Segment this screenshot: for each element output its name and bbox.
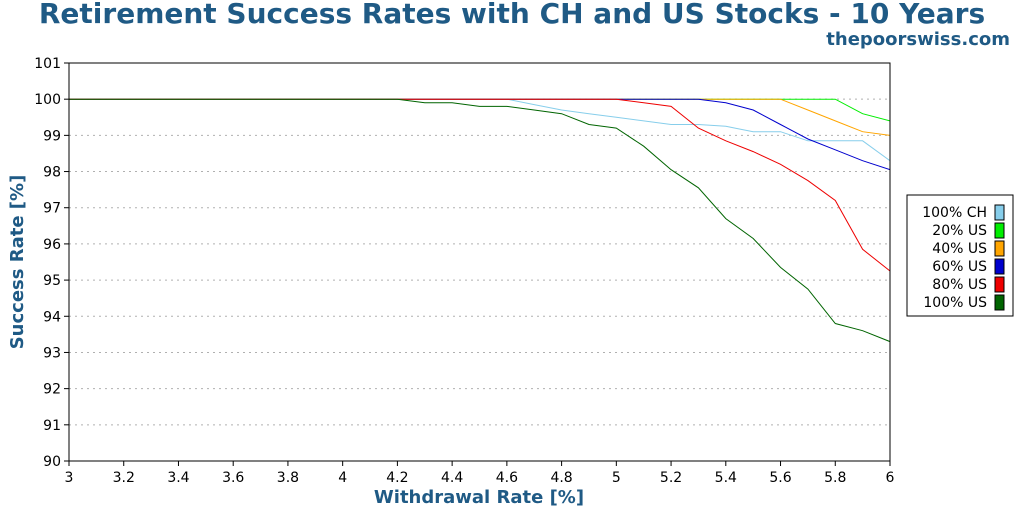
series-line-100-us: [69, 98, 891, 343]
y-tick-label: 98: [43, 165, 61, 181]
legend-label: 40% US: [932, 241, 987, 257]
x-tick-label: 4.2: [386, 470, 408, 486]
y-tick-label: 96: [43, 237, 61, 253]
legend-label: 20% US: [932, 223, 987, 239]
legend-label: 100% CH: [922, 205, 987, 221]
x-tick-label: 3.2: [113, 470, 135, 486]
legend-swatch: [994, 276, 1005, 293]
x-tick-label: 5.6: [769, 470, 791, 486]
y-tick-label: 97: [43, 201, 61, 217]
x-tick-label: 6: [886, 470, 895, 486]
y-tick-label: 90: [43, 454, 61, 470]
legend-swatch: [994, 240, 1005, 257]
legend-swatch: [994, 258, 1005, 275]
series-line-100-ch: [69, 98, 891, 162]
y-tick-label: 91: [43, 418, 61, 434]
y-tick-label: 93: [43, 345, 61, 361]
grid-layer: [69, 98, 890, 426]
y-tick-label: 94: [43, 309, 61, 325]
x-axis: 3 3.2 3.4 3.6 3.8 4 4.2 4.4 4.6 4.8 5 5.2 5.4 5.6 5.8 6: [65, 461, 895, 486]
x-tick-label: 4.4: [441, 470, 463, 486]
x-tick-label: 3.6: [222, 470, 244, 486]
y-tick-label: 92: [43, 382, 61, 398]
plot-frame: [68, 62, 891, 462]
legend-items: 100% CH 20% US 40% US 60% US 80% US 100% US: [922, 204, 1005, 311]
x-tick-label: 3.8: [277, 470, 299, 486]
series-line-80-us: [69, 98, 891, 272]
x-tick-label: 3.4: [167, 470, 189, 486]
y-axis-title: Success Rate [%]: [7, 175, 28, 350]
x-tick-label: 3: [65, 470, 74, 486]
y-axis: 90 91 92 93 94 95 96 97 98 99 100 101: [34, 56, 69, 470]
legend-swatch: [994, 294, 1005, 311]
series-line-60-us: [69, 98, 891, 171]
x-axis-title: Withdrawal Rate [%]: [374, 487, 584, 508]
legend: 100% CH 20% US 40% US 60% US 80% US 100% US: [906, 194, 1014, 317]
y-tick-label: 99: [43, 128, 61, 144]
legend-swatch: [994, 222, 1005, 239]
x-tick-label: 4.6: [496, 470, 518, 486]
series-layer: [69, 98, 891, 343]
legend-label: 100% US: [923, 295, 987, 311]
chart-subtitle: thepoorswiss.com: [826, 29, 1010, 50]
x-tick-label: 5.2: [660, 470, 682, 486]
y-tick-label: 100: [34, 92, 61, 108]
y-tick-label: 101: [34, 56, 61, 72]
legend-label: 60% US: [932, 259, 987, 275]
legend-label: 80% US: [932, 277, 987, 293]
x-tick-label: 5.4: [715, 470, 737, 486]
x-tick-label: 5.8: [824, 470, 846, 486]
x-tick-label: 4.8: [550, 470, 572, 486]
legend-swatch: [994, 204, 1005, 221]
x-tick-label: 5: [612, 470, 621, 486]
x-tick-label: 4: [338, 470, 347, 486]
chart-title: Retirement Success Rates with CH and US …: [38, 0, 986, 30]
y-tick-label: 95: [43, 273, 61, 289]
